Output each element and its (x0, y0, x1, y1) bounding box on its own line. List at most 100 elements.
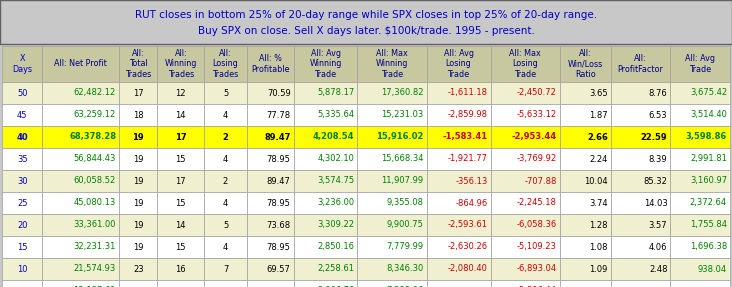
Bar (610, 280, 671, 287)
Text: 2: 2 (223, 133, 228, 141)
Text: 70.59: 70.59 (267, 88, 291, 98)
Text: 10.04: 10.04 (584, 177, 608, 185)
Bar (157, 46, 204, 82)
Bar (427, 46, 490, 82)
Bar (560, 214, 610, 236)
Text: 69.57: 69.57 (266, 265, 291, 274)
Text: -6,893.04: -6,893.04 (517, 265, 557, 274)
Text: 2.48: 2.48 (649, 265, 668, 274)
Text: 85.32: 85.32 (643, 177, 668, 185)
Bar (357, 236, 427, 258)
Bar (357, 214, 427, 236)
Text: All: Avg
Winning
Trade: All: Avg Winning Trade (310, 49, 342, 79)
Text: -356.13: -356.13 (455, 177, 488, 185)
Text: 14: 14 (176, 220, 186, 230)
Bar (357, 104, 427, 126)
Text: Buy SPX on close. Sell X days later. $100k/trade. 1995 - present.: Buy SPX on close. Sell X days later. $10… (198, 26, 534, 36)
Text: -2,593.61: -2,593.61 (447, 220, 488, 230)
Text: 10: 10 (17, 265, 28, 274)
Bar (119, 280, 157, 287)
Bar (427, 192, 490, 214)
Bar (294, 214, 357, 236)
Bar (2, 148, 42, 170)
Bar (560, 126, 610, 148)
Bar (119, 192, 157, 214)
Text: 20: 20 (17, 220, 28, 230)
Text: 7,779.99: 7,779.99 (386, 243, 424, 251)
Text: -1,611.18: -1,611.18 (447, 88, 488, 98)
Text: 2,850.16: 2,850.16 (318, 243, 354, 251)
Bar (119, 82, 157, 104)
Bar (560, 258, 610, 280)
Bar (357, 126, 427, 148)
Bar (247, 126, 294, 148)
Bar (42, 82, 119, 104)
Text: 11,907.99: 11,907.99 (381, 177, 424, 185)
Bar (157, 126, 204, 148)
Bar (2, 170, 42, 192)
Bar (427, 82, 490, 104)
Bar (560, 148, 610, 170)
Text: -2,245.18: -2,245.18 (517, 199, 557, 208)
Text: -970.01: -970.01 (455, 286, 488, 287)
Text: 9,355.08: 9,355.08 (386, 199, 424, 208)
Bar (204, 148, 247, 170)
Text: RUT closes in bottom 25% of 20-day range while SPX closes in top 25% of 20-day r: RUT closes in bottom 25% of 20-day range… (135, 10, 597, 20)
Text: X
Days: X Days (12, 54, 32, 74)
Text: 2: 2 (223, 177, 228, 185)
Text: -2,080.40: -2,080.40 (448, 265, 488, 274)
Text: 41.67: 41.67 (266, 286, 291, 287)
Bar (157, 82, 204, 104)
Bar (671, 148, 730, 170)
Text: 4: 4 (223, 199, 228, 208)
Text: 15,916.02: 15,916.02 (376, 133, 424, 141)
Text: 4,302.10: 4,302.10 (318, 154, 354, 164)
Bar (357, 148, 427, 170)
Bar (490, 258, 560, 280)
Bar (490, 148, 560, 170)
Bar (247, 280, 294, 287)
Text: 19: 19 (132, 133, 144, 141)
Text: 3.65: 3.65 (589, 88, 608, 98)
Text: 9,900.75: 9,900.75 (386, 220, 424, 230)
Text: 4: 4 (223, 243, 228, 251)
Text: 18: 18 (133, 110, 143, 119)
Bar (560, 280, 610, 287)
Text: 5: 5 (20, 286, 25, 287)
Bar (560, 104, 610, 126)
Bar (2, 46, 42, 82)
Text: 73.68: 73.68 (266, 220, 291, 230)
Text: 3,514.40: 3,514.40 (690, 110, 727, 119)
Text: 1.87: 1.87 (589, 110, 608, 119)
Bar (490, 214, 560, 236)
Bar (204, 46, 247, 82)
Text: 40: 40 (16, 133, 28, 141)
Bar (490, 170, 560, 192)
Bar (42, 280, 119, 287)
Bar (119, 148, 157, 170)
Text: 1.08: 1.08 (589, 243, 608, 251)
Bar (157, 104, 204, 126)
Bar (247, 236, 294, 258)
Text: 14: 14 (220, 286, 231, 287)
Text: -6,058.36: -6,058.36 (517, 220, 557, 230)
Bar (560, 192, 610, 214)
Text: All:
Total
Trades: All: Total Trades (125, 49, 152, 79)
Bar (119, 258, 157, 280)
Bar (2, 104, 42, 126)
Bar (2, 192, 42, 214)
Text: 19: 19 (133, 220, 143, 230)
Text: 19: 19 (133, 154, 143, 164)
Bar (42, 236, 119, 258)
Text: 5,335.64: 5,335.64 (318, 110, 354, 119)
Bar (294, 126, 357, 148)
Bar (247, 104, 294, 126)
Bar (294, 104, 357, 126)
Bar (2, 280, 42, 287)
Text: All: Max
Winning
Trade: All: Max Winning Trade (376, 49, 408, 79)
Bar (204, 104, 247, 126)
Bar (610, 170, 671, 192)
Bar (204, 192, 247, 214)
Bar (610, 192, 671, 214)
Text: -5,633.12: -5,633.12 (517, 110, 557, 119)
